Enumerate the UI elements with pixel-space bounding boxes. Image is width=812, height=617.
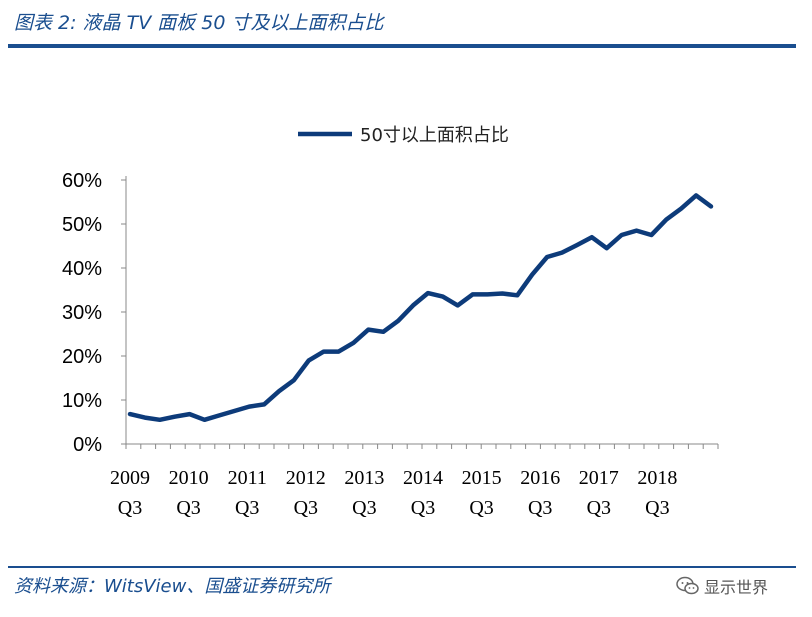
x-tick-label-year: 2010 [169,467,209,489]
watermark-text: 显示世界 [704,578,769,597]
footer-divider [8,566,796,568]
watermark: 显示世界 [676,574,768,598]
y-tick-label: 30% [62,302,102,324]
x-tick-label-year: 2018 [637,467,677,489]
x-tick-label-quarter: Q3 [176,497,200,519]
chart-legend: 50寸以上面积占比 [298,125,509,146]
x-tick-label-year: 2013 [344,467,384,489]
x-tick-label-year: 2012 [286,467,326,489]
x-tick-label-year: 2015 [462,467,502,489]
y-tick-label: 0% [73,434,102,456]
y-tick-label: 10% [62,390,102,412]
x-tick-label-quarter: Q3 [352,497,376,519]
series-layer [127,193,714,423]
figure-title: 图表 2: 液晶 TV 面板 50 寸及以上面积占比 [14,12,384,34]
x-tick-label-quarter: Q3 [587,497,611,519]
x-tick-label-year: 2016 [520,467,560,489]
x-tick-label-year: 2011 [228,467,267,489]
series-line [127,193,714,423]
x-tick-label-year: 2014 [403,467,443,489]
x-tick-label-quarter: Q3 [235,497,259,519]
x-tick-label-quarter: Q3 [411,497,435,519]
x-tick-label-year: 2009 [110,467,150,489]
legend-label: 50寸以上面积占比 [360,125,509,146]
line-chart: 0%10%20%30%40%50%60% 2009Q32010Q32011Q32… [62,125,719,519]
source-note: 资料来源：WitsView、国盛证券研究所 [14,576,331,597]
y-tick-label: 60% [62,170,102,192]
y-axis: 0% 10% 20% 30% 40% 50% 60% [62,170,127,456]
x-tick-label-quarter: Q3 [294,497,318,519]
wechat-icon [676,576,699,595]
x-axis: 2009 Q3 2010 Q3 2011 Q3 2012 Q3 2013 Q3 2014 Q3 2015… [110,443,719,519]
header-divider [8,44,796,48]
y-tick-label: 20% [62,346,102,368]
y-tick-label: 40% [62,258,102,280]
x-tick-label-quarter: Q3 [118,497,142,519]
x-tick-label-quarter: Q3 [645,497,669,519]
y-tick-label: 50% [62,214,102,236]
x-tick-label-year: 2017 [579,467,619,489]
x-tick-label-quarter: Q3 [528,497,552,519]
x-tick-label-quarter: Q3 [469,497,493,519]
